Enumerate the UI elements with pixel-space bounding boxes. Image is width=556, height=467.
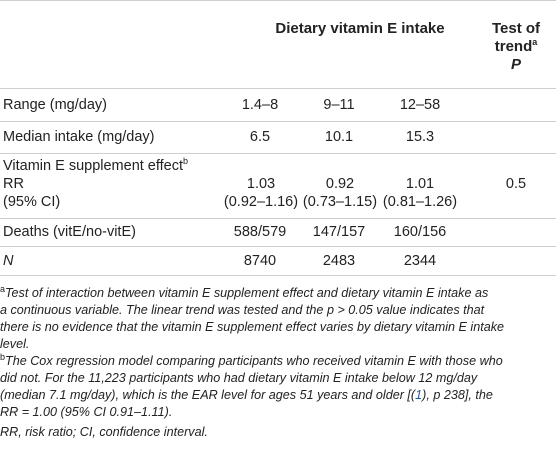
row-label-effect: Vitamin E supplement effectb xyxy=(3,157,188,175)
footnote-a-text1: Test of interaction between vitamin E su… xyxy=(5,286,489,300)
cell-n-2: 2483 xyxy=(322,253,356,269)
cell-median-1: 6.5 xyxy=(249,129,271,145)
cell-trend-p: 0.5 xyxy=(505,176,527,192)
trend-word: trend xyxy=(494,38,533,55)
cell-deaths-3: 160/156 xyxy=(393,224,447,240)
cell-rr-1: 1.03 xyxy=(246,176,276,192)
footnote-b-marker: b xyxy=(0,351,6,362)
cell-range-3: 12–58 xyxy=(399,97,441,113)
footnote-b-text3-post: ), p 238], the xyxy=(422,388,493,402)
row-label-rr: RR xyxy=(3,176,24,192)
row-rule-1 xyxy=(0,121,556,122)
footnote-b-line4: RR = 1.00 (95% CI 0.91–1.11). xyxy=(0,405,173,419)
trend-sup: a xyxy=(532,37,538,47)
row-label-ci: (95% CI) xyxy=(3,194,61,210)
cell-n-1: 8740 xyxy=(243,253,277,269)
footnote-a-line1: aTest of interaction between vitamin E s… xyxy=(0,283,556,302)
cell-median-3: 15.3 xyxy=(405,129,435,145)
header-rule xyxy=(0,88,556,89)
footnote-b-text3-pre: (median 7.1 mg/day), which is the EAR le… xyxy=(0,388,416,402)
trend-header-line2: trenda xyxy=(476,38,556,56)
row-rule-3 xyxy=(0,218,556,219)
cell-n-3: 2344 xyxy=(403,253,437,269)
cell-deaths-2: 147/157 xyxy=(312,224,366,240)
trend-header-line1: Test of xyxy=(491,20,541,37)
row-label-deaths: Deaths (vitE/no-vitE) xyxy=(3,224,136,240)
cell-ci-3: (0.81–1.26) xyxy=(382,194,458,210)
effect-label-text: Vitamin E supplement effect xyxy=(3,158,184,174)
footnote-b-line1: bThe Cox regression model comparing part… xyxy=(0,351,556,370)
abbreviations-note: RR, risk ratio; CI, confidence interval. xyxy=(0,425,208,439)
effect-label-sup: b xyxy=(183,156,189,167)
cell-range-2: 9–11 xyxy=(323,97,355,113)
row-rule-5 xyxy=(0,275,556,276)
cell-deaths-1: 588/579 xyxy=(233,224,287,240)
row-label-range: Range (mg/day) xyxy=(3,97,107,113)
top-rule xyxy=(0,0,556,1)
cell-rr-2: 0.92 xyxy=(325,176,355,192)
footnote-a-line3: there is no evidence that the vitamin E … xyxy=(0,320,505,334)
footnote-a-marker: a xyxy=(0,283,6,294)
cell-range-1: 1.4–8 xyxy=(241,97,279,113)
cell-median-2: 10.1 xyxy=(324,129,354,145)
footnote-b-line2: did not. For the 11,223 participants who… xyxy=(0,371,478,385)
row-rule-4 xyxy=(0,246,556,247)
reference-link[interactable]: 1 xyxy=(415,388,423,402)
cell-ci-1: (0.92–1.16) xyxy=(223,194,299,210)
footnote-b-line3: (median 7.1 mg/day), which is the EAR le… xyxy=(0,387,556,404)
group-header: Dietary vitamin E intake xyxy=(275,20,445,37)
trend-header-p: P xyxy=(510,56,521,73)
cell-rr-3: 1.01 xyxy=(405,176,435,192)
footnote-a-line4: level. xyxy=(0,337,30,351)
row-rule-2 xyxy=(0,153,556,154)
footnote-b-text1: The Cox regression model comparing parti… xyxy=(5,354,503,368)
cell-ci-2: (0.73–1.15) xyxy=(302,194,378,210)
footnote-a-line2: a continuous variable. The linear trend … xyxy=(0,303,485,317)
row-label-n: N xyxy=(3,253,14,269)
row-label-median: Median intake (mg/day) xyxy=(3,129,155,145)
